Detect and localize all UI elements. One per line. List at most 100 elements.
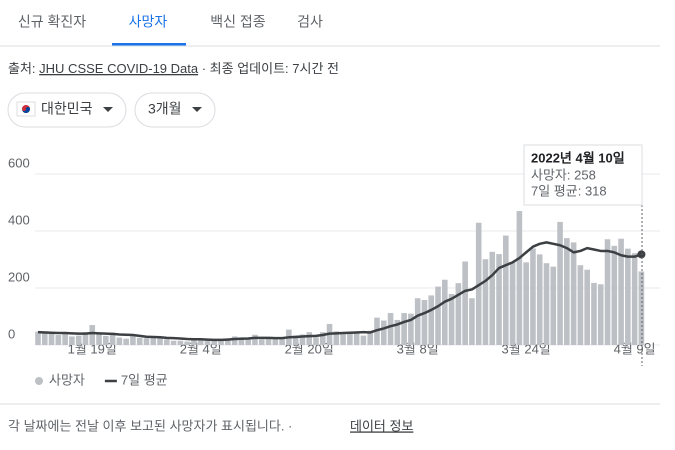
bar: [577, 265, 584, 345]
country-dropdown[interactable]: [7, 92, 127, 128]
bar: [462, 261, 468, 345]
range[interactable]: 3개월: [148, 101, 182, 117]
bar: [225, 338, 231, 345]
bar: [299, 334, 306, 345]
hover-dot: [637, 250, 646, 259]
bar: [469, 298, 475, 345]
legend-dot: [35, 377, 43, 385]
bar: [625, 248, 631, 345]
bar: [543, 263, 550, 345]
tooltip-line: 사망자: 258: [531, 167, 596, 182]
bar: [564, 238, 570, 345]
bar: [48, 333, 55, 345]
bar: [116, 337, 123, 345]
footer-text: 각 날짜에는 전날 이후 보고된 사망자가 표시됩니다. ·: [8, 418, 292, 433]
bar: [428, 295, 435, 345]
bar: [435, 286, 441, 345]
bar: [157, 337, 163, 345]
bar: [89, 325, 96, 345]
caret: [103, 107, 113, 112]
bar: [455, 283, 462, 345]
bar: [530, 248, 536, 345]
tab-active[interactable]: 사망자: [129, 14, 168, 30]
bar: [69, 336, 75, 345]
bar: [509, 262, 516, 345]
line: [37, 241, 642, 342]
bar: [265, 338, 272, 345]
tab-indicator: [112, 43, 186, 46]
bar: [150, 337, 157, 345]
bar: [482, 259, 489, 345]
bar: [448, 293, 455, 345]
source-suffix: · 최종 업데이트: 7시간 전: [202, 61, 339, 76]
bar: [516, 211, 523, 345]
bar: [96, 333, 102, 345]
bar: [82, 332, 89, 345]
bar: [380, 320, 387, 345]
flag: [16, 101, 36, 117]
bar: [387, 313, 394, 345]
legend: 사망자 7일 평균: [35, 372, 168, 387]
bar: [523, 262, 529, 345]
bar: [347, 331, 353, 345]
bar: [164, 339, 170, 345]
bar: [401, 313, 407, 345]
bar: [604, 239, 611, 345]
bar: [550, 266, 557, 345]
bar: [557, 221, 563, 345]
bar: [123, 338, 129, 345]
bar: [638, 271, 645, 345]
bar: [414, 298, 421, 345]
tab[interactable]: 백신 접종: [210, 14, 266, 30]
bar: [408, 313, 414, 345]
source: 출처: JHU CSSE COVID-19 Data · 최종 업데이트: 7시…: [8, 61, 339, 76]
source-prefix: 출처:: [8, 61, 36, 76]
bar: [211, 340, 218, 345]
bar: [333, 331, 340, 345]
bar: [442, 279, 448, 345]
tooltip-line: 7일 평균: 318: [531, 183, 607, 198]
bar: [143, 338, 150, 345]
range-dropdown[interactable]: [134, 92, 216, 128]
tab[interactable]: 검사: [297, 14, 323, 30]
bar: [570, 242, 577, 345]
bar: [367, 330, 374, 345]
x-tick-label: 3월 24일: [502, 341, 551, 356]
bar: [536, 254, 543, 345]
bar: [75, 335, 82, 345]
plot: 0 200 400 600 1월 19일 2월 4일 2월 20일 3월 8일 3월 24일 4월…: [8, 155, 660, 356]
tooltip-date: 2022년 4월 10일: [531, 150, 625, 165]
bar: [177, 340, 184, 345]
x-tick-label: 2월 20일: [285, 341, 334, 356]
y-tick-label: 600: [8, 155, 30, 170]
source-link[interactable]: JHU CSSE COVID-19 Data: [39, 61, 199, 76]
bar: [591, 282, 597, 345]
bar: [252, 334, 258, 345]
bar: [503, 235, 509, 345]
bar: [353, 331, 360, 345]
bar: [238, 337, 245, 345]
bar: [313, 337, 319, 345]
bar: [597, 284, 604, 345]
footer-link[interactable]: 데이터 정보: [350, 418, 413, 433]
bar: [184, 341, 190, 345]
bar: [306, 332, 312, 345]
bar: [340, 333, 346, 345]
country[interactable]: 대한민국: [41, 101, 93, 117]
bar: [62, 333, 68, 345]
bar: [35, 331, 41, 345]
tab[interactable]: 신규 확진자: [18, 14, 86, 30]
bar: [292, 335, 299, 345]
bar: [55, 335, 62, 345]
bar: [279, 338, 285, 345]
bar: [170, 340, 177, 345]
bar: [231, 336, 238, 345]
tooltip: [523, 144, 643, 206]
bar: [496, 254, 502, 345]
bar: [584, 269, 590, 345]
bar: [394, 319, 401, 345]
bar: [245, 338, 251, 345]
bar: [197, 339, 204, 345]
x-tick-label: 2월 4일: [180, 341, 222, 356]
